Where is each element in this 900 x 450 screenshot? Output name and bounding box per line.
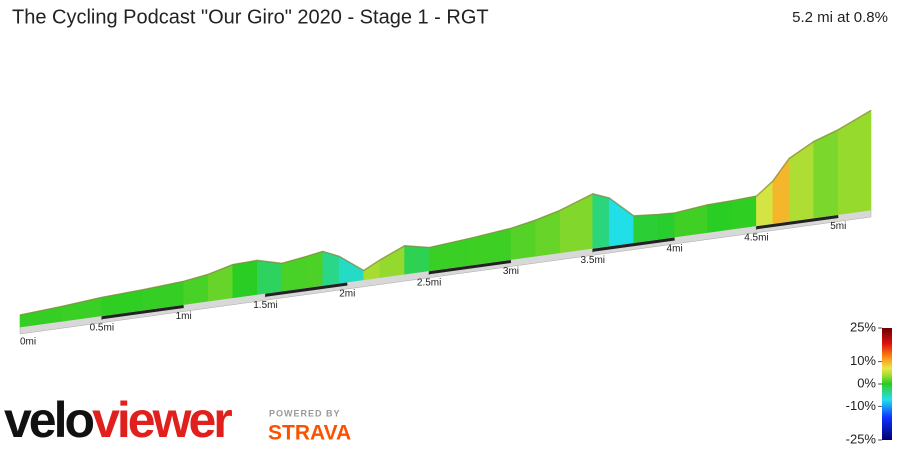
- x-tick-label: 3.5mi: [581, 255, 605, 266]
- x-tick-label: 4mi: [667, 244, 683, 255]
- gradient-legend-bar: [882, 328, 892, 440]
- distance-band: [265, 282, 348, 297]
- profile-ridge: [19, 109, 872, 316]
- strava-logo: STRAVA: [268, 422, 351, 445]
- x-tick-label: 2.5mi: [417, 277, 441, 288]
- x-tick-label: 0.5mi: [90, 322, 114, 333]
- profile-segment: [788, 140, 815, 222]
- profile-segment: [256, 260, 283, 295]
- profile-segment: [608, 197, 635, 247]
- profile-segment: [232, 260, 258, 299]
- profile-segment: [322, 250, 340, 286]
- profile-segment: [379, 245, 405, 278]
- profile-segment: [510, 219, 536, 260]
- profile-segment: [731, 195, 757, 230]
- profile-segment: [633, 214, 659, 243]
- distance-band: [756, 215, 839, 230]
- logo-velo: velo: [4, 392, 94, 448]
- profile-segment: [306, 250, 324, 288]
- profile-segment: [535, 209, 561, 257]
- chart-title: The Cycling Podcast "Our Giro" 2020 - St…: [12, 6, 489, 28]
- legend-tick-label: 10%: [850, 353, 876, 368]
- profile-segment: [338, 255, 364, 284]
- logo-viewer: viewer: [92, 392, 232, 448]
- profile-segment: [813, 129, 839, 219]
- distance-band: [428, 260, 512, 275]
- x-tick-label: 1mi: [176, 311, 192, 322]
- profile-segment: [592, 193, 610, 249]
- x-tick-label: 2mi: [339, 289, 355, 300]
- x-tick-label: 5mi: [830, 221, 846, 232]
- profile-segment: [657, 212, 675, 240]
- legend-tick-label: -10%: [846, 398, 877, 413]
- legend-tick-label: 0%: [857, 375, 876, 390]
- profile-segment: [183, 273, 209, 305]
- x-tick-label: 1.5mi: [253, 300, 277, 311]
- logo: veloviewer: [4, 392, 232, 448]
- x-tick-label: 4.5mi: [744, 232, 768, 243]
- profile-segment: [707, 200, 733, 233]
- legend-tick-label: 25%: [850, 319, 876, 334]
- powered-by: POWERED BY: [269, 408, 341, 418]
- legend-tick-label: -25%: [846, 431, 877, 446]
- profile-segment: [404, 245, 430, 275]
- x-tick-label: 0mi: [20, 337, 36, 348]
- x-tick-label: 3mi: [503, 266, 519, 277]
- profile-segment: [772, 157, 790, 224]
- distance-band: [101, 305, 184, 320]
- chart-subtitle: 5.2 mi at 0.8%: [792, 9, 888, 26]
- distance-band: [592, 237, 675, 252]
